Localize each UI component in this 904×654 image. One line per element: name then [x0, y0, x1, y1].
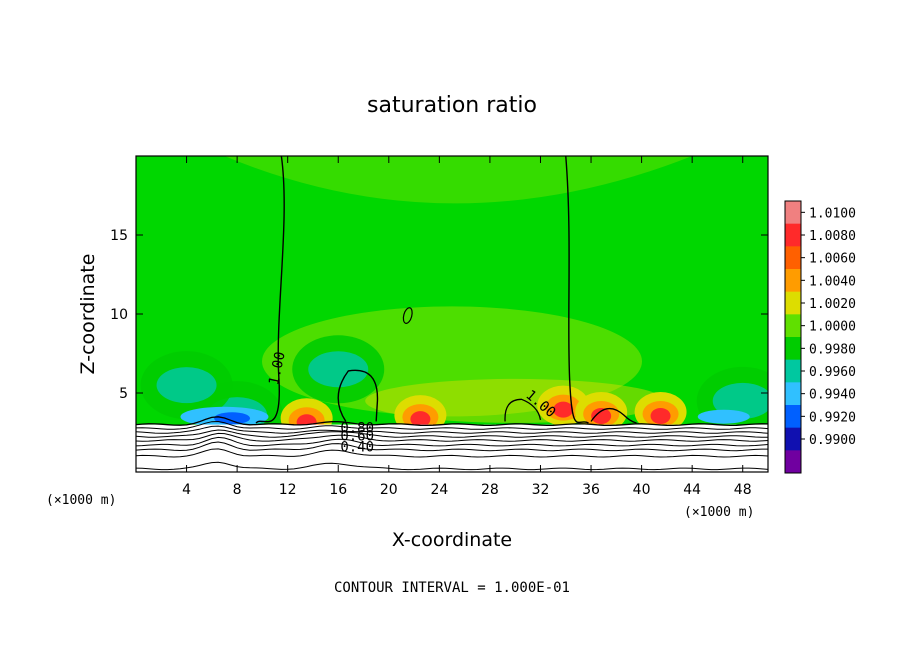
moist-ring-red [650, 407, 671, 424]
contour-label-3: 0.60 [340, 428, 374, 444]
contour-label-4: 0.40 [340, 439, 374, 455]
colorbar-swatch-4 [785, 291, 801, 315]
colorbar-swatch-5 [785, 314, 801, 338]
x-axis-label: X-coordinate [392, 529, 512, 551]
colorbar-label-3: 1.0040 [809, 274, 856, 289]
contour-boundary-3 [136, 429, 768, 438]
contour-boundary-0 [136, 416, 768, 427]
colorbar-label-6: 0.9980 [809, 342, 856, 357]
dry-surface-band-right [697, 409, 750, 424]
colorbar-swatch-11 [785, 450, 801, 474]
y-tick-label-5: 5 [119, 386, 128, 402]
dry-minimum-core [214, 412, 251, 425]
moist-region-4 [634, 391, 687, 432]
x-tick-label-48: 48 [734, 482, 752, 498]
colorbar-label-2: 1.0060 [809, 252, 856, 267]
colorbar-swatch-3 [785, 269, 801, 293]
contour-1.00-islet [402, 307, 413, 324]
y-tick-label-10: 10 [110, 307, 128, 323]
x-tick-label-4: 4 [182, 482, 191, 498]
contour-1.00-right [565, 156, 589, 424]
contour-1.00-bump [504, 398, 542, 422]
colorbar-label-1: 1.0080 [809, 229, 856, 244]
colorbar-swatch-2 [785, 246, 801, 270]
colorbar-swatch-0 [785, 201, 801, 225]
y-tick-label-15: 15 [110, 228, 128, 244]
x-tick-label-24: 24 [430, 482, 448, 498]
x-tick-label-8: 8 [233, 482, 242, 498]
x-tick-label-28: 28 [481, 482, 499, 498]
moist-ring-red [410, 411, 431, 428]
field-upper-band [224, 156, 693, 204]
x-tick-label-40: 40 [633, 482, 651, 498]
contour-boundary-8 [136, 461, 768, 471]
contour-boundary-2 [136, 425, 768, 434]
plot-area: 1.001.000.800.600.40 [135, 155, 769, 473]
x-tick-label-36: 36 [582, 482, 600, 498]
x-tick-label-20: 20 [380, 482, 398, 498]
colorbar-label-5: 1.0000 [809, 320, 856, 335]
colorbar-label-10: 0.9900 [809, 433, 856, 448]
colorbar-swatch-10 [785, 427, 801, 451]
contour-1.00-left [255, 156, 285, 424]
chart-title: saturation ratio [367, 93, 537, 118]
colorbar-label-4: 1.0020 [809, 297, 856, 312]
colorbar-label-8: 0.9940 [809, 388, 856, 403]
colorbar-swatch-6 [785, 337, 801, 361]
contour-boundary-5 [136, 436, 768, 447]
colorbar-swatch-7 [785, 359, 801, 383]
x-unit-left: (×1000 m) [46, 493, 116, 508]
colorbar-label-9: 0.9920 [809, 410, 856, 425]
moist-ring-red [553, 401, 574, 418]
colorbar-swatch-1 [785, 223, 801, 247]
contour-1.00-loop [337, 369, 379, 422]
contour-boundary-4 [136, 432, 768, 442]
moist-ring-red [591, 407, 612, 424]
contour-label-2: 0.80 [340, 421, 374, 437]
colorbar: 1.0100 1.0080 1.0060 1.0040 1.0020 1.0000 0.99… [784, 200, 856, 474]
contour-label-0: 1.00 [266, 350, 289, 386]
x-unit-right: (×1000 m) [684, 505, 754, 520]
contour-boundary-6 [136, 441, 768, 452]
x-tick-label-12: 12 [279, 482, 297, 498]
contour-1.00-bump-2 [590, 407, 637, 424]
contour-boundary-7 [136, 448, 768, 458]
dry-core-3 [308, 351, 369, 388]
contour-interval-note: CONTOUR INTERVAL = 1.000E-01 [334, 580, 570, 596]
x-tick-label-32: 32 [532, 482, 550, 498]
colorbar-swatch-9 [785, 405, 801, 429]
x-tick-label-16: 16 [329, 482, 347, 498]
colorbar-swatch-8 [785, 382, 801, 406]
colorbar-label-7: 0.9960 [809, 365, 856, 380]
y-axis-label: Z-coordinate [77, 254, 99, 375]
contour-boundary-1 [136, 420, 768, 430]
dry-core-1 [156, 367, 217, 404]
colorbar-label-0: 1.0100 [809, 206, 856, 221]
x-tick-label-44: 44 [683, 482, 701, 498]
colorbar-frame [784, 200, 802, 474]
